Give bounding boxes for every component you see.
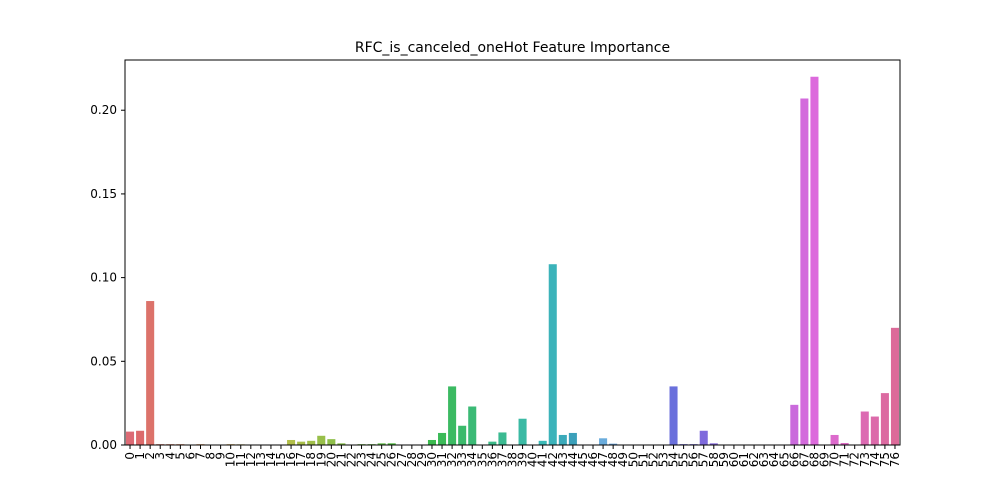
y-tick-label: 0.15 [90,187,117,201]
x-axis: 0123456789101112131415161718192021222324… [123,445,902,467]
bar-18 [307,441,315,445]
y-tick-label: 0.20 [90,103,117,117]
bar-75 [881,393,889,445]
bar-43 [559,435,567,445]
y-tick-label: 0.05 [90,354,117,368]
bar-74 [871,417,879,445]
bar-41 [539,441,547,445]
bar-34 [468,407,476,446]
bar-47 [599,438,607,445]
y-tick-label: 0.10 [90,271,117,285]
bar-2 [146,301,154,445]
bar-17 [297,442,305,445]
bar-68 [810,77,818,445]
bar-32 [448,386,456,445]
x-tick-label: 76 [888,452,902,467]
bar-54 [670,386,678,445]
bar-39 [519,419,527,445]
bar-66 [790,405,798,445]
bar-73 [861,412,869,445]
bar-42 [549,264,557,445]
y-axis: 0.00 0.05 0.10 0.15 0.20 [90,103,125,452]
bars-layer [126,77,899,445]
bar-16 [287,440,295,445]
bar-70 [831,435,839,445]
bar-76 [891,328,899,445]
bar-30 [428,440,436,445]
bar-67 [800,99,808,446]
bar-31 [438,433,446,445]
bar-57 [700,431,708,445]
bar-36 [488,442,496,445]
bar-37 [498,432,506,445]
bar-1 [136,431,144,445]
bar-33 [458,426,466,445]
plot-frame [125,60,900,445]
bar-0 [126,432,134,445]
chart-title: RFC_is_canceled_oneHot Feature Importanc… [355,40,670,56]
bar-20 [327,439,335,445]
y-tick-label: 0.00 [90,438,117,452]
bar-44 [569,433,577,445]
bar-19 [317,436,325,445]
